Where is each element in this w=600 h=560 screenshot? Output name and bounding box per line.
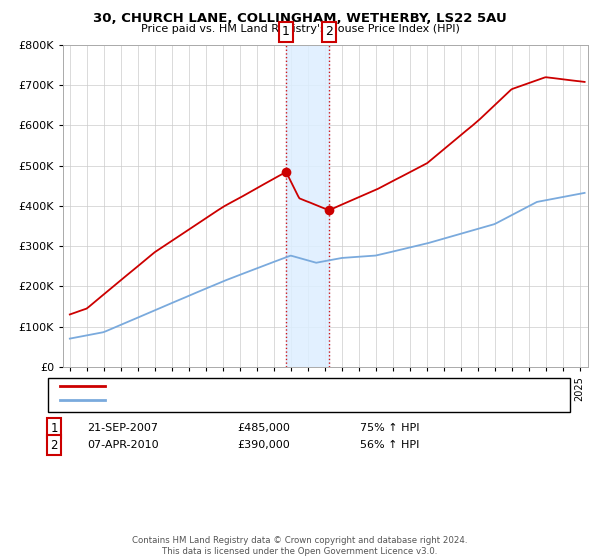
Text: 07-APR-2010: 07-APR-2010 [87,440,158,450]
Text: Price paid vs. HM Land Registry's House Price Index (HPI): Price paid vs. HM Land Registry's House … [140,24,460,34]
Text: 56% ↑ HPI: 56% ↑ HPI [360,440,419,450]
Text: Contains HM Land Registry data © Crown copyright and database right 2024.
This d: Contains HM Land Registry data © Crown c… [132,536,468,556]
Text: 21-SEP-2007: 21-SEP-2007 [87,423,158,433]
Bar [286,45,329,367]
Text: 1: 1 [50,422,58,435]
Text: 30, CHURCH LANE, COLLINGHAM, WETHERBY, LS22 5AU (detached house): 30, CHURCH LANE, COLLINGHAM, WETHERBY, L… [110,381,496,391]
Text: 2: 2 [50,438,58,452]
Text: £485,000: £485,000 [237,423,290,433]
Text: 2: 2 [325,25,333,39]
Text: £390,000: £390,000 [237,440,290,450]
Text: HPI: Average price, detached house, Leeds: HPI: Average price, detached house, Leed… [110,395,333,405]
Text: 75% ↑ HPI: 75% ↑ HPI [360,423,419,433]
Text: 1: 1 [282,25,290,39]
Text: 30, CHURCH LANE, COLLINGHAM, WETHERBY, LS22 5AU: 30, CHURCH LANE, COLLINGHAM, WETHERBY, L… [93,12,507,25]
